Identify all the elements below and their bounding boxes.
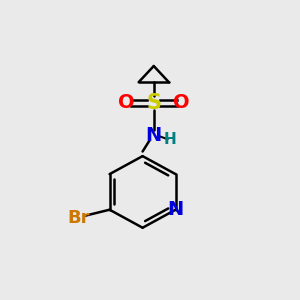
Text: N: N bbox=[146, 126, 162, 145]
Text: O: O bbox=[118, 94, 134, 112]
Text: N: N bbox=[167, 200, 184, 219]
Text: Br: Br bbox=[67, 209, 89, 227]
Text: O: O bbox=[173, 94, 190, 112]
Text: H: H bbox=[163, 132, 176, 147]
Text: S: S bbox=[146, 93, 161, 113]
